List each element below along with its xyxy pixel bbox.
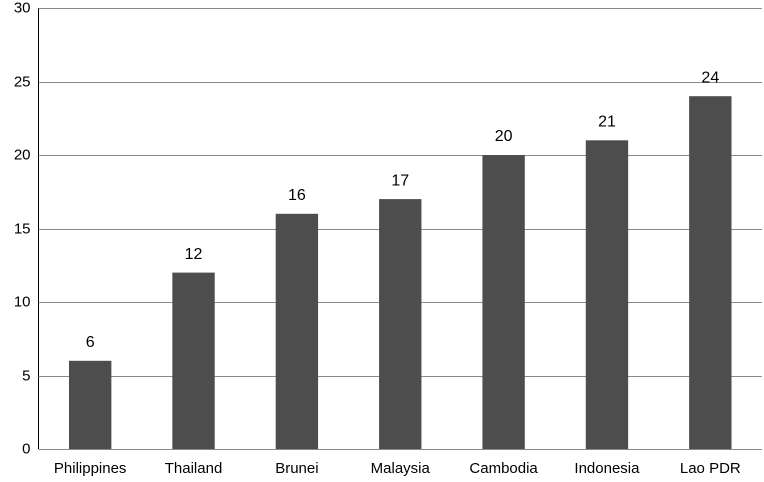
x-tick-label: Malaysia	[371, 460, 431, 477]
data-label: 16	[288, 187, 306, 204]
y-tick-label: 25	[14, 73, 31, 90]
x-tick-label: Cambodia	[469, 460, 538, 477]
x-tick-label: Lao PDR	[680, 460, 741, 477]
bar	[585, 140, 629, 450]
y-tick-label: 5	[22, 367, 30, 384]
y-tick-label: 20	[14, 146, 31, 163]
x-tick-label: Philippines	[54, 460, 127, 477]
data-label: 24	[701, 69, 719, 86]
data-label: 12	[185, 246, 203, 263]
y-tick-label: 0	[22, 440, 30, 457]
data-label: 6	[86, 334, 95, 351]
data-label: 20	[495, 128, 513, 145]
bar	[482, 155, 525, 449]
x-tick-label: Indonesia	[574, 460, 640, 477]
x-tick-label: Thailand	[165, 460, 223, 477]
bar	[68, 360, 112, 449]
y-tick-label: 10	[14, 293, 31, 310]
data-label: 17	[391, 172, 409, 189]
bar	[689, 96, 732, 449]
y-tick-label: 15	[14, 220, 31, 237]
x-tick-label: Brunei	[275, 460, 318, 477]
y-tick-label: 30	[14, 0, 31, 16]
bar	[275, 213, 319, 449]
bar	[172, 272, 215, 449]
bar	[379, 199, 422, 449]
data-label: 21	[598, 114, 616, 131]
